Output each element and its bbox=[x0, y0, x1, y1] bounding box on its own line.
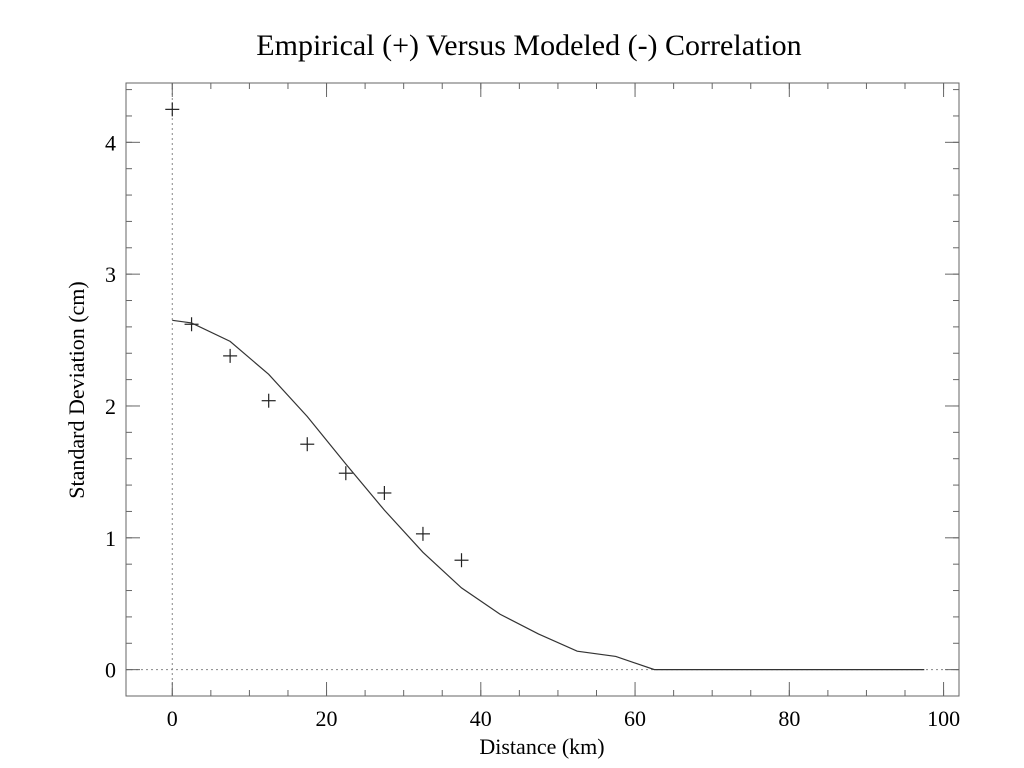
y-tick-label: 3 bbox=[105, 262, 116, 287]
empirical-point bbox=[415, 526, 430, 541]
chart-title: Empirical (+) Versus Modeled (-) Correla… bbox=[256, 29, 801, 62]
reference-lines bbox=[126, 83, 959, 696]
x-tick-label: 40 bbox=[470, 706, 492, 731]
empirical-point bbox=[454, 553, 469, 568]
x-tick-label: 20 bbox=[316, 706, 338, 731]
y-tick-label: 4 bbox=[105, 130, 116, 155]
empirical-point bbox=[261, 393, 276, 408]
x-tick-label: 80 bbox=[778, 706, 800, 731]
axis-tick-labels: 0 20 40 60 80 100 0 1 2 3 4 bbox=[105, 130, 960, 731]
x-axis-label: Distance (km) bbox=[479, 734, 604, 759]
empirical-point bbox=[184, 317, 199, 332]
data-series bbox=[165, 102, 925, 671]
axis-ticks bbox=[126, 83, 959, 696]
empirical-point bbox=[165, 102, 180, 117]
y-tick-label: 0 bbox=[105, 658, 116, 683]
y-tick-label: 2 bbox=[105, 394, 116, 419]
y-axis-label: Standard Deviation (cm) bbox=[64, 281, 89, 499]
empirical-point bbox=[338, 466, 353, 481]
x-tick-label: 100 bbox=[927, 706, 960, 731]
modeled-correlation-line bbox=[172, 319, 925, 671]
x-tick-label: 60 bbox=[624, 706, 646, 731]
x-tick-label: 0 bbox=[167, 706, 178, 731]
plot-frame bbox=[125, 82, 960, 697]
empirical-point bbox=[223, 348, 238, 363]
empirical-point bbox=[300, 437, 315, 452]
empirical-point bbox=[377, 485, 392, 500]
y-tick-label: 1 bbox=[105, 526, 116, 551]
